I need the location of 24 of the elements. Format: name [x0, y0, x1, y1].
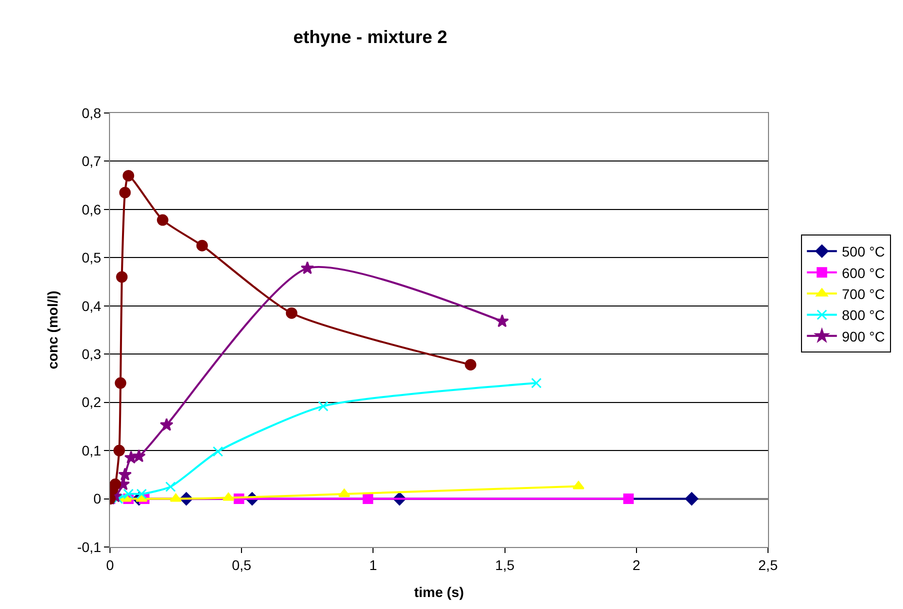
y-axis-title: conc (mol/l): [44, 290, 61, 370]
y-tick-label: 0,6: [82, 201, 102, 218]
y-tick-label: 0,3: [82, 346, 102, 362]
x-tick-label: 1: [369, 556, 378, 573]
legend-label: 600 °C: [842, 264, 885, 281]
legend-label: 700 °C: [842, 286, 885, 302]
chart-title: ethyne - mixture 2: [293, 27, 448, 48]
y-tick-label: 0: [93, 490, 102, 507]
x-tick-label: 1,5: [495, 556, 515, 573]
y-tick-label: -0,1: [77, 538, 102, 555]
x-tick-label: 0: [106, 556, 114, 573]
x-tick-label: 2: [632, 556, 640, 573]
y-tick-label: 0,5: [82, 250, 102, 266]
legend-label: 500 °C: [842, 244, 885, 260]
y-tick-label: 0,2: [82, 394, 102, 410]
legend-label: 900 °C: [842, 328, 885, 344]
y-tick-label: 0,1: [82, 442, 102, 458]
y-tick-label: 0,8: [82, 104, 102, 121]
x-tick-label: 0,5: [232, 556, 252, 573]
y-tick-label: 0,4: [82, 298, 102, 314]
x-axis-title: time (s): [414, 584, 464, 600]
y-tick-label: 0,7: [82, 153, 102, 170]
x-tick-label: 2,5: [758, 556, 778, 573]
legend-label: 800 °C: [842, 307, 885, 324]
